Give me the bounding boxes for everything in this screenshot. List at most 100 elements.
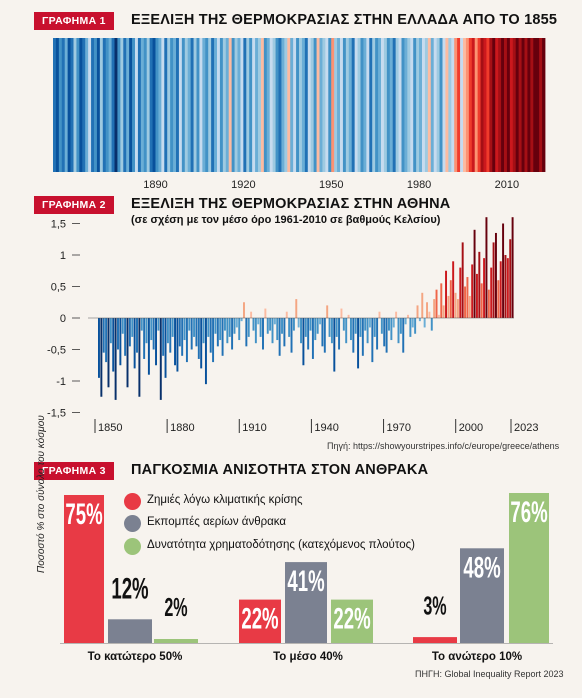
anomaly-bar [290,318,293,353]
stripe [181,38,186,172]
athens-anomaly-chart: 1,5 1 0,5 0 -0,5 -1 -1,5 1850 1880 1910 1940 1970 20… [47,217,538,434]
anomaly-bar [109,318,112,344]
anomaly-bar [490,267,493,318]
stripe [176,38,180,172]
warming-stripes-chart: 1890 1920 1950 1980 2010 [53,38,546,191]
anomaly-bar [193,318,196,337]
anomaly-bar [159,318,162,400]
stripe [325,38,329,172]
stripe [433,38,438,172]
anomaly-bar [361,318,364,356]
inequality-bar [460,548,504,643]
stripe [135,38,139,172]
stripe [178,38,183,172]
anomaly-bar [426,302,428,318]
stripe [149,38,153,172]
stripe [243,38,247,172]
stripe [310,38,315,172]
anomaly-y-tick: -1,5 [47,408,66,420]
stripe [463,38,467,172]
anomaly-bar [190,318,193,350]
anomaly-bar [447,295,450,318]
stripe [351,38,356,172]
anomaly-bar [390,318,393,341]
stripe [126,38,130,172]
anomaly-x-tick: 2023 [514,422,538,434]
anomaly-bar [147,318,150,375]
anomaly-bar [345,318,348,344]
anomaly-bar [326,305,329,318]
stripe [301,38,306,172]
stripe [290,38,294,172]
anomaly-bar [497,280,500,318]
anomaly-bar [269,318,272,331]
anomaly-bar [485,217,488,318]
anomaly-bar [214,318,217,334]
anomaly-bar [314,318,317,341]
stripe [474,38,479,172]
stripe [222,38,227,172]
stripe [322,38,326,172]
stripe [536,38,540,172]
anomaly-bar [445,270,448,318]
stripe [117,38,121,172]
anomaly-y-tick: -0,5 [47,345,66,357]
stripe [272,38,276,172]
stripe [407,38,411,172]
anomaly-bar [252,318,255,331]
inequality-data-label: 12% [111,572,148,606]
stripe [79,38,83,172]
stripe [137,38,142,172]
stripe [94,38,98,172]
stripe [398,38,402,172]
anomaly-bar [311,318,314,359]
anomaly-bar [478,251,481,318]
anomaly-bar [380,318,383,334]
anomaly-bar [235,318,238,328]
stripe [132,38,136,172]
stripe [67,38,71,172]
stripe [114,38,118,172]
anomaly-bar [100,318,103,397]
anomaly-bar [105,318,108,363]
anomaly-bar [402,318,405,353]
stripe [105,38,110,172]
stripe [363,38,367,172]
anomaly-bar [195,318,198,347]
anomaly-bar [397,318,400,344]
stripe [331,38,335,172]
stripe [392,38,397,172]
stripe [158,38,162,172]
anomaly-bar [169,318,172,353]
graph2-source: Πηγή: https://showyourstripes.info/c/eur… [327,441,560,451]
stripe [427,38,432,172]
stripe [460,38,464,172]
stripe [161,38,165,172]
anomaly-bar [504,255,507,318]
stripe [366,38,370,172]
stripe [527,38,531,172]
stripe [375,38,379,172]
stripe [217,38,221,172]
graph2-label: ΓΡΑΦΗΜΑ 2 [34,196,114,214]
anomaly-bar [509,239,512,318]
anomaly-bar [430,318,433,331]
anomaly-y-tick: -1 [56,376,66,388]
anomaly-bar [502,223,505,318]
stripe [410,38,414,172]
stripe [91,38,95,172]
anomaly-bar [475,273,478,318]
anomaly-bar [266,318,269,334]
anomaly-bar [178,318,181,347]
anomaly-bar [223,318,226,331]
graph3-title: ΠΑΓΚΟΣΜΙΑ ΑΝΙΣΟΤΗΤΑ ΣΤΟΝ ΑΝΘΡΑΚΑ [131,462,429,478]
graph2-subtitle: (σε σχέση με τον μέσο όρο 1961-2010 σε β… [131,214,441,226]
stripe [468,38,473,172]
stripe [202,38,206,172]
anomaly-bar [333,318,336,372]
anomaly-bar [185,318,188,363]
anomaly-bar [388,318,390,331]
stripe [340,38,344,172]
anomaly-bar [428,311,431,318]
anomaly-bar [231,318,234,350]
